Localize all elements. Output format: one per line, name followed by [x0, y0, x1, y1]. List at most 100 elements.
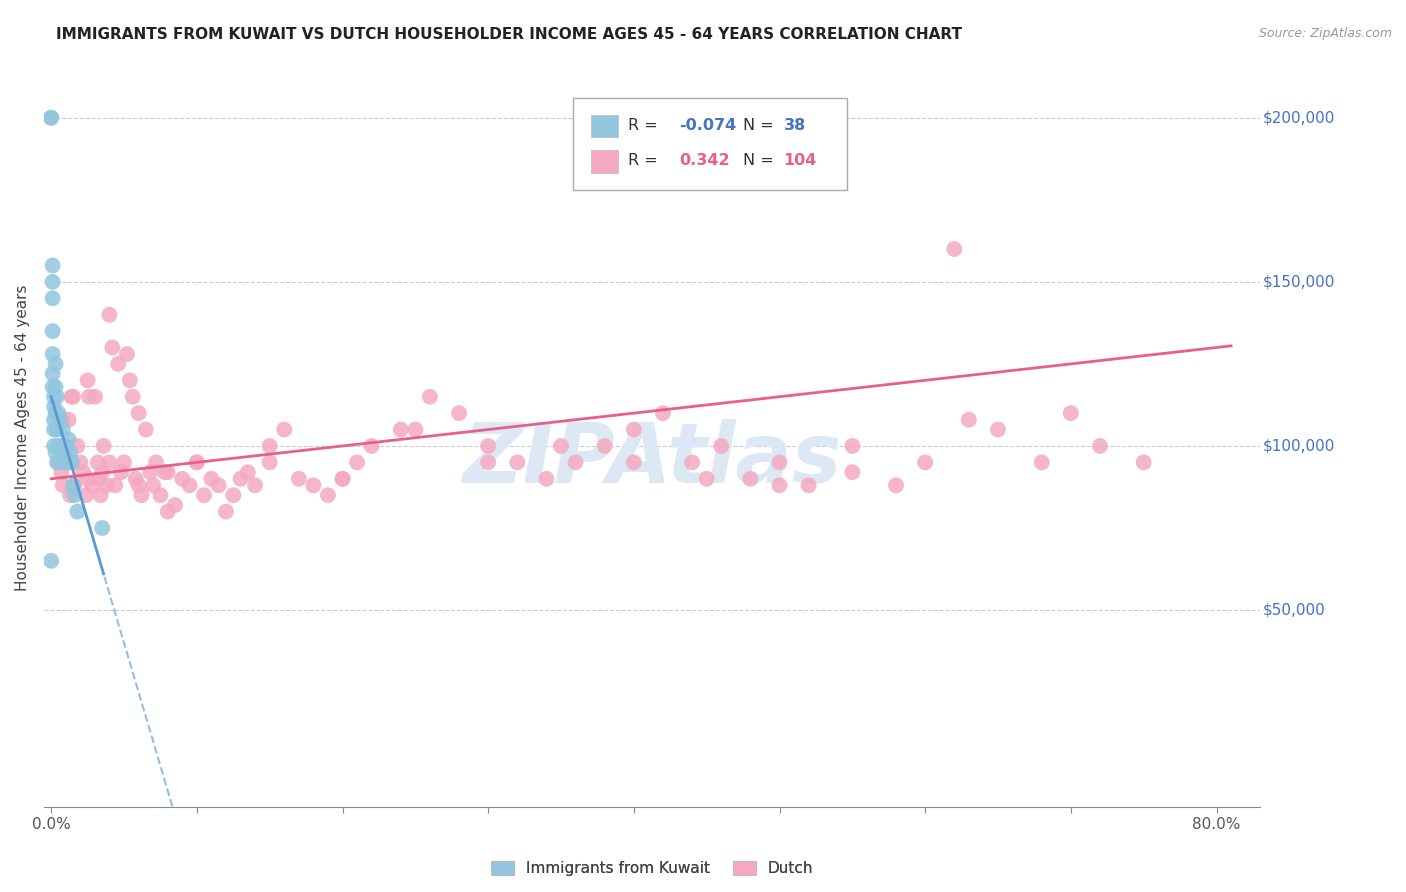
Point [797, 478, 820, 492]
Point [332, 472, 354, 486]
Point [477, 439, 499, 453]
Point [51, 439, 73, 453]
Point [42, 423, 65, 437]
Point [66, 505, 89, 519]
Point [76, 472, 98, 486]
Point [550, 439, 572, 453]
Point [288, 472, 311, 486]
Point [62, 478, 84, 492]
Point [110, 465, 132, 479]
Point [477, 455, 499, 469]
Point [346, 455, 368, 469]
Point [1132, 455, 1154, 469]
Point [55, 439, 77, 453]
Point [131, 488, 153, 502]
FancyBboxPatch shape [574, 98, 846, 190]
Point [652, 406, 675, 420]
Point [41, 380, 63, 394]
Point [104, 478, 127, 492]
Text: -0.074: -0.074 [679, 118, 737, 133]
Point [172, 472, 194, 486]
Point [51, 465, 73, 479]
Point [69, 455, 91, 469]
Point [215, 505, 238, 519]
Point [76, 373, 98, 387]
Point [46, 423, 69, 437]
Point [49, 455, 72, 469]
Point [90, 488, 112, 502]
Point [200, 472, 222, 486]
Point [80, 478, 103, 492]
Point [48, 439, 70, 453]
Point [46, 455, 69, 469]
Point [41, 367, 63, 381]
Point [564, 455, 586, 469]
Point [389, 423, 412, 437]
Point [1031, 455, 1053, 469]
Point [115, 347, 138, 361]
Point [52, 423, 75, 437]
Point [89, 472, 111, 486]
Text: N =: N = [744, 153, 779, 169]
Point [53, 445, 76, 459]
Point [186, 455, 208, 469]
Point [72, 465, 94, 479]
Point [360, 439, 382, 453]
Point [60, 390, 83, 404]
Point [1088, 439, 1111, 453]
Point [83, 390, 105, 404]
Point [42, 390, 65, 404]
Point [62, 390, 84, 404]
Point [302, 478, 325, 492]
Point [62, 455, 84, 469]
Point [98, 455, 121, 469]
Point [96, 478, 118, 492]
Point [156, 505, 179, 519]
Text: $200,000: $200,000 [1263, 111, 1336, 125]
Point [48, 406, 70, 420]
Point [93, 439, 115, 453]
Text: R =: R = [627, 118, 662, 133]
Point [91, 521, 114, 535]
Point [623, 423, 645, 437]
Point [135, 423, 157, 437]
Legend: Immigrants from Kuwait, Dutch: Immigrants from Kuwait, Dutch [485, 855, 820, 882]
Text: 104: 104 [783, 153, 817, 169]
Point [536, 472, 558, 486]
Point [332, 472, 354, 486]
Text: R =: R = [627, 153, 662, 169]
Point [208, 478, 231, 492]
Point [39, 111, 62, 125]
Point [623, 455, 645, 469]
Text: $50,000: $50,000 [1263, 603, 1326, 617]
Point [987, 423, 1010, 437]
Point [128, 478, 150, 492]
Point [48, 455, 70, 469]
Point [139, 465, 162, 479]
Point [45, 406, 67, 420]
Point [124, 472, 146, 486]
Bar [592, 115, 619, 137]
Point [59, 488, 82, 502]
Point [77, 390, 100, 404]
Point [841, 439, 863, 453]
Point [41, 324, 63, 338]
Point [193, 488, 215, 502]
Point [149, 488, 172, 502]
Point [236, 465, 259, 479]
Point [41, 347, 63, 361]
Point [52, 478, 75, 492]
Point [156, 465, 179, 479]
Text: IMMIGRANTS FROM KUWAIT VS DUTCH HOUSEHOLDER INCOME AGES 45 - 64 YEARS CORRELATIO: IMMIGRANTS FROM KUWAIT VS DUTCH HOUSEHOL… [56, 27, 962, 42]
Text: $150,000: $150,000 [1263, 275, 1336, 289]
Point [118, 373, 141, 387]
Point [45, 380, 67, 394]
Point [259, 455, 281, 469]
Point [42, 413, 65, 427]
Point [87, 455, 110, 469]
Point [740, 472, 762, 486]
Point [681, 455, 703, 469]
Point [957, 413, 980, 427]
Point [1060, 406, 1083, 420]
Point [58, 413, 80, 427]
